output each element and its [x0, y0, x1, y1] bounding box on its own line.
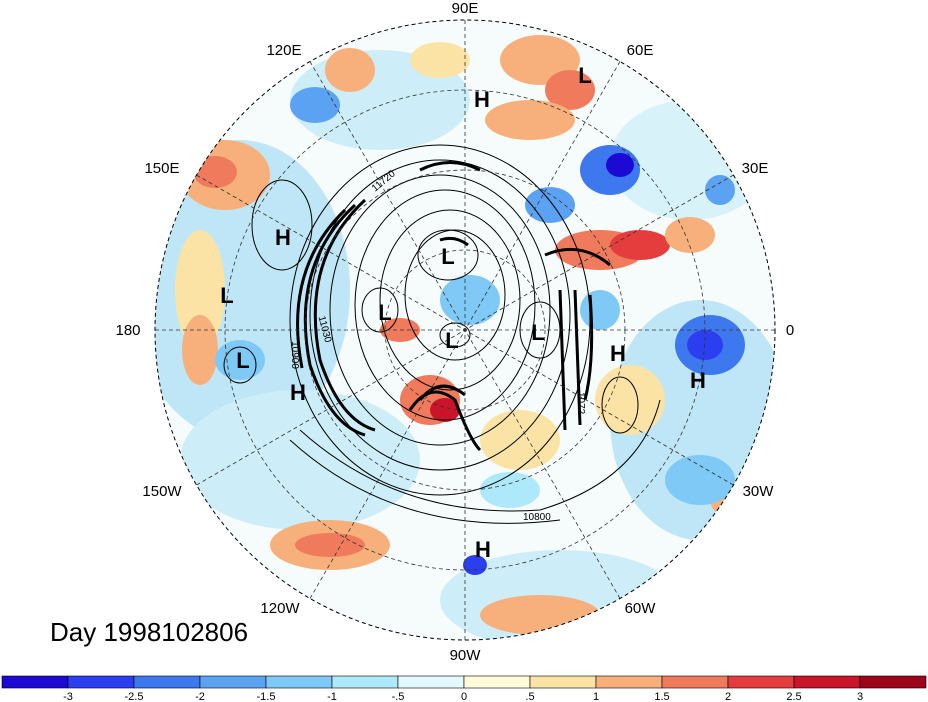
colorbar-tick-label: -1.5	[257, 691, 276, 702]
high-marker: H	[474, 87, 490, 112]
colorbar-swatch	[331, 675, 399, 689]
colorbar-tick-label: -1	[327, 691, 337, 702]
high-marker: H	[690, 368, 706, 393]
colorbar-swatch	[199, 675, 267, 689]
colorbar-tick-label: 1.5	[654, 691, 669, 702]
jet-contours	[296, 161, 611, 452]
colorbar-tick-label: 2	[725, 691, 731, 702]
colorbar-tick-label: -3	[63, 691, 73, 702]
pressure-centers: H L L H L L L L L H H H H	[220, 63, 706, 562]
colorbar-swatch	[859, 675, 927, 689]
colorbar-tick-label: 0	[461, 691, 467, 702]
contour-label: 10800	[523, 512, 551, 523]
high-marker: H	[290, 380, 306, 405]
day-title: Day 1998102806	[50, 617, 249, 647]
lon-label: 120W	[260, 600, 300, 617]
colorbar-tick-label: .5	[525, 691, 534, 702]
low-marker: L	[578, 63, 591, 88]
high-marker: H	[610, 341, 626, 366]
graticule	[155, 20, 775, 640]
low-marker: L	[220, 283, 233, 308]
lon-label: 30E	[742, 160, 769, 177]
colorbar-swatch	[463, 675, 531, 689]
colorbar-swatch	[397, 675, 465, 689]
colorbar-swatch	[727, 675, 795, 689]
anomaly-field	[155, 35, 775, 640]
colorbar-swatch	[793, 675, 861, 689]
colorbar: -3 -2.5 -2 -1.5 -1 -.5 0 .5 1 1.5 2 2.5 3	[1, 675, 927, 702]
lon-label: 90W	[450, 647, 482, 664]
colorbar-tick-label: -2.5	[125, 691, 144, 702]
lon-label: 120E	[266, 42, 301, 59]
colorbar-tick-label: -.5	[392, 691, 405, 702]
high-marker: H	[275, 225, 291, 250]
height-contours	[223, 144, 661, 524]
lon-label: 30W	[743, 483, 775, 500]
colorbar-swatch	[661, 675, 729, 689]
map-border	[154, 19, 776, 641]
colorbar-swatch	[1, 675, 69, 689]
lon-label: 150W	[142, 483, 182, 500]
colorbar-swatch	[67, 675, 135, 689]
lon-label: 60E	[627, 42, 654, 59]
low-marker: L	[378, 300, 391, 325]
lon-label: 180	[115, 322, 140, 339]
colorbar-swatch	[133, 675, 201, 689]
low-marker: L	[441, 244, 454, 269]
lon-label: 150E	[144, 160, 179, 177]
low-marker: L	[236, 348, 249, 373]
lon-label: 60W	[625, 600, 657, 617]
lon-label: 0	[786, 322, 794, 339]
contour-label: 1072	[575, 392, 586, 415]
colorbar-swatch	[595, 675, 663, 689]
contour-label: 10900	[289, 341, 300, 369]
low-marker: L	[531, 320, 544, 345]
longitude-labels: 90E 60E 30E 0 30W 60W 90W 120W 150W 180 …	[115, 0, 794, 664]
high-marker: H	[475, 537, 491, 562]
colorbar-tick-label: -2	[195, 691, 205, 702]
colorbar-tick-label: 2.5	[786, 691, 801, 702]
lon-label: 90E	[452, 0, 479, 17]
colorbar-swatch	[529, 675, 597, 689]
low-marker: L	[445, 328, 458, 353]
colorbar-tick-label: 3	[857, 691, 863, 702]
colorbar-swatch	[265, 675, 333, 689]
colorbar-tick-label: 1	[593, 691, 599, 702]
